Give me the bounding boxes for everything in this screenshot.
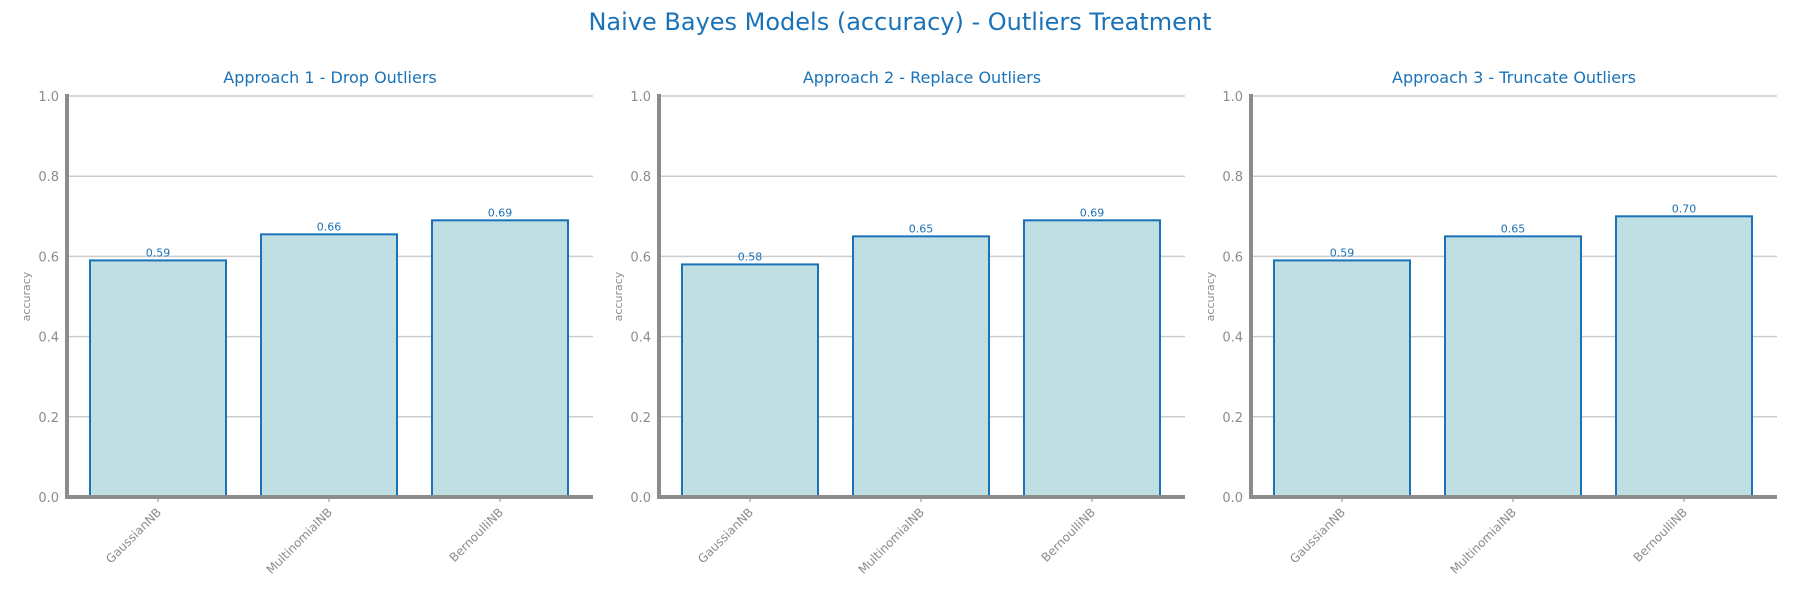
- y-axis-label: accuracy: [1204, 271, 1217, 321]
- chart-panels: Approach 1 - Drop Outliers 0.0 0.2 0.4 0.6 0.…: [20, 68, 1777, 577]
- y-tick-label: 0.0: [38, 491, 59, 506]
- y-tick-label: 0.6: [630, 250, 651, 265]
- chart-panel-3: Approach 3 - Truncate Outliers 0.0 0.2 0.4 0…: [1204, 68, 1777, 577]
- y-tick-label: 1.0: [630, 90, 651, 105]
- y-tick-label: 0.6: [1222, 250, 1243, 265]
- x-tick-label: GaussianNB: [695, 505, 756, 566]
- bar: [1615, 215, 1753, 499]
- bar: [431, 219, 569, 498]
- y-axis-label: accuracy: [20, 271, 33, 321]
- figure-title: Naive Bayes Models (accuracy) - Outliers…: [588, 8, 1211, 36]
- y-tick-label: 0.4: [1222, 331, 1243, 346]
- data-label: 0.59: [1330, 246, 1355, 259]
- data-label: 0.69: [488, 206, 513, 219]
- y-tick-label: 0.0: [1222, 491, 1243, 506]
- panel-title: Approach 1 - Drop Outliers: [223, 68, 436, 87]
- y-tick-label: 0.0: [630, 491, 651, 506]
- panel-title: Approach 3 - Truncate Outliers: [1392, 68, 1636, 87]
- bar: [1023, 219, 1161, 498]
- y-axis-label: accuracy: [612, 271, 625, 321]
- bar: [852, 235, 990, 498]
- data-label: 0.65: [909, 222, 934, 235]
- y-tick-label: 0.8: [1222, 170, 1243, 185]
- x-tick-label: GaussianNB: [1287, 505, 1348, 566]
- data-label: 0.66: [317, 220, 342, 233]
- y-tick-label: 0.2: [38, 411, 59, 426]
- y-tick-label: 0.4: [38, 331, 59, 346]
- data-label: 0.69: [1080, 206, 1105, 219]
- chart-panel-1: Approach 1 - Drop Outliers 0.0 0.2 0.4 0.6 0.…: [20, 68, 593, 577]
- bar: [1273, 259, 1411, 498]
- x-tick-label: BernoulliNB: [447, 505, 506, 564]
- y-tick-label: 0.2: [1222, 411, 1243, 426]
- data-label: 0.59: [146, 246, 171, 259]
- panel-title: Approach 2 - Replace Outliers: [803, 68, 1041, 87]
- x-tick-label: MultinomialNB: [1448, 505, 1520, 577]
- bar: [89, 259, 227, 498]
- data-label: 0.58: [738, 250, 763, 263]
- y-tick-label: 0.4: [630, 331, 651, 346]
- data-label: 0.70: [1672, 202, 1697, 215]
- bar: [1444, 235, 1582, 498]
- x-tick-label: MultinomialNB: [856, 505, 928, 577]
- y-tick-label: 0.6: [38, 250, 59, 265]
- y-tick-label: 1.0: [38, 90, 59, 105]
- y-tick-label: 0.8: [630, 170, 651, 185]
- y-tick-label: 1.0: [1222, 90, 1243, 105]
- x-tick-label: BernoulliNB: [1631, 505, 1690, 564]
- x-tick-label: GaussianNB: [103, 505, 164, 566]
- y-tick-label: 0.8: [38, 170, 59, 185]
- y-tick-label: 0.2: [630, 411, 651, 426]
- chart-panel-2: Approach 2 - Replace Outliers 0.0 0.2 0.4 0.…: [612, 68, 1185, 577]
- bar: [681, 263, 819, 499]
- data-label: 0.65: [1501, 222, 1526, 235]
- x-tick-label: BernoulliNB: [1039, 505, 1098, 564]
- bar: [260, 233, 398, 498]
- x-tick-label: MultinomialNB: [264, 505, 336, 577]
